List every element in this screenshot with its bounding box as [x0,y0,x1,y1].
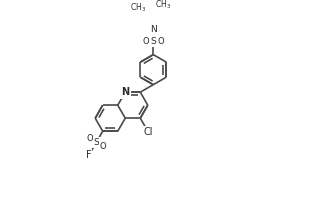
Text: Cl: Cl [144,126,153,137]
Text: CH$_3$: CH$_3$ [155,0,171,11]
Text: CH$_3$: CH$_3$ [130,1,146,14]
Text: S: S [150,37,156,46]
Text: F: F [86,150,91,160]
Text: S: S [93,138,99,147]
Text: N: N [150,25,157,34]
Text: N: N [121,87,129,97]
Text: O: O [99,142,106,151]
Text: O: O [86,134,93,143]
Text: O: O [157,37,164,46]
Text: O: O [143,37,149,46]
